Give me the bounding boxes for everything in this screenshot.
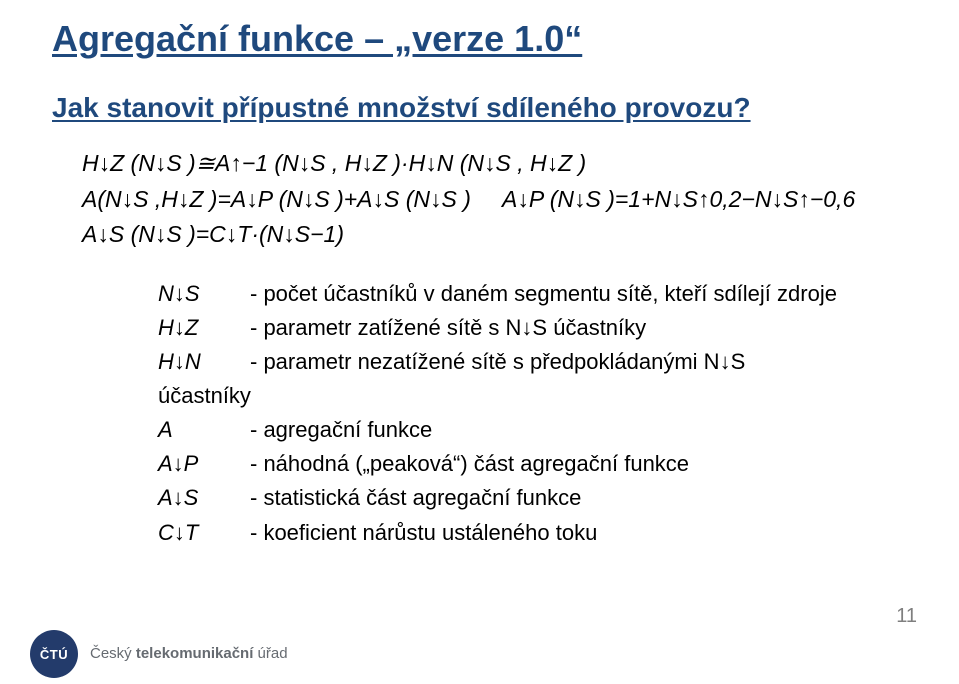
footer-left: ČTÚ Český telekomunikační úřad — [30, 630, 288, 678]
legend-row: C↓T - koeficient nárůstu ustáleného toku — [158, 516, 907, 550]
legend-sym: A — [158, 413, 250, 447]
legend-desc: - statistická část agregační funkce — [250, 481, 581, 515]
legend-sym: H↓N — [158, 345, 250, 379]
ctu-logo-icon: ČTÚ — [30, 630, 78, 678]
formula-line-2-left: A(N↓S ,H↓Z )=A↓P (N↓S )+A↓S (N↓S ) — [82, 182, 492, 218]
formula-line-3: A↓S (N↓S )=C↓T·(N↓S−1) — [82, 217, 907, 253]
legend-row: N↓S - počet účastníků v daném segmentu s… — [158, 277, 907, 311]
legend-row: H↓N - parametr nezatížené sítě s předpok… — [158, 345, 907, 379]
legend-sym: N↓S — [158, 277, 250, 311]
legend-desc: - agregační funkce — [250, 413, 432, 447]
footer-text-suffix: úřad — [253, 645, 287, 662]
formula-block: H↓Z (N↓S )≅A↑−1 (N↓S , H↓Z )·H↓N (N↓S , … — [82, 146, 907, 253]
legend-row: H↓Z - parametr zatížené sítě s N↓S účast… — [158, 311, 907, 345]
footer-text-bold: telekomunikační — [136, 645, 254, 662]
legend-row: účastníky — [158, 379, 907, 413]
legend-row: A↓S - statistická část agregační funkce — [158, 481, 907, 515]
legend: N↓S - počet účastníků v daném segmentu s… — [158, 277, 907, 550]
legend-sym: A↓S — [158, 481, 250, 515]
slide: Agregační funkce – „verze 1.0“ Jak stano… — [0, 0, 959, 684]
legend-sym: H↓Z — [158, 311, 250, 345]
legend-cont: účastníky — [158, 379, 251, 413]
formula-line-2: A(N↓S ,H↓Z )=A↓P (N↓S )+A↓S (N↓S ) A↓P (… — [82, 182, 907, 218]
slide-title: Agregační funkce – „verze 1.0“ — [52, 18, 907, 60]
formula-line-1: H↓Z (N↓S )≅A↑−1 (N↓S , H↓Z )·H↓N (N↓S , … — [82, 146, 907, 182]
legend-row: A - agregační funkce — [158, 413, 907, 447]
slide-subtitle: Jak stanovit přípustné množství sdílenéh… — [52, 92, 907, 124]
legend-desc: - náhodná („peaková“) část agregační fun… — [250, 447, 689, 481]
legend-sym: C↓T — [158, 516, 250, 550]
legend-desc: - koeficient nárůstu ustáleného toku — [250, 516, 597, 550]
legend-sym: A↓P — [158, 447, 250, 481]
legend-desc: - počet účastníků v daném segmentu sítě,… — [250, 277, 837, 311]
legend-desc: - parametr nezatížené sítě s předpokláda… — [250, 345, 745, 379]
footer: ČTÚ Český telekomunikační úřad — [0, 624, 959, 684]
formula-line-2-right: A↓P (N↓S )=1+N↓S↑0,2−N↓S↑−0,6 — [502, 182, 855, 218]
legend-row: A↓P - náhodná („peaková“) část agregační… — [158, 447, 907, 481]
footer-org-name: Český telekomunikační úřad — [90, 645, 288, 663]
legend-desc: - parametr zatížené sítě s N↓S účastníky — [250, 311, 646, 345]
footer-text-prefix: Český — [90, 645, 136, 662]
